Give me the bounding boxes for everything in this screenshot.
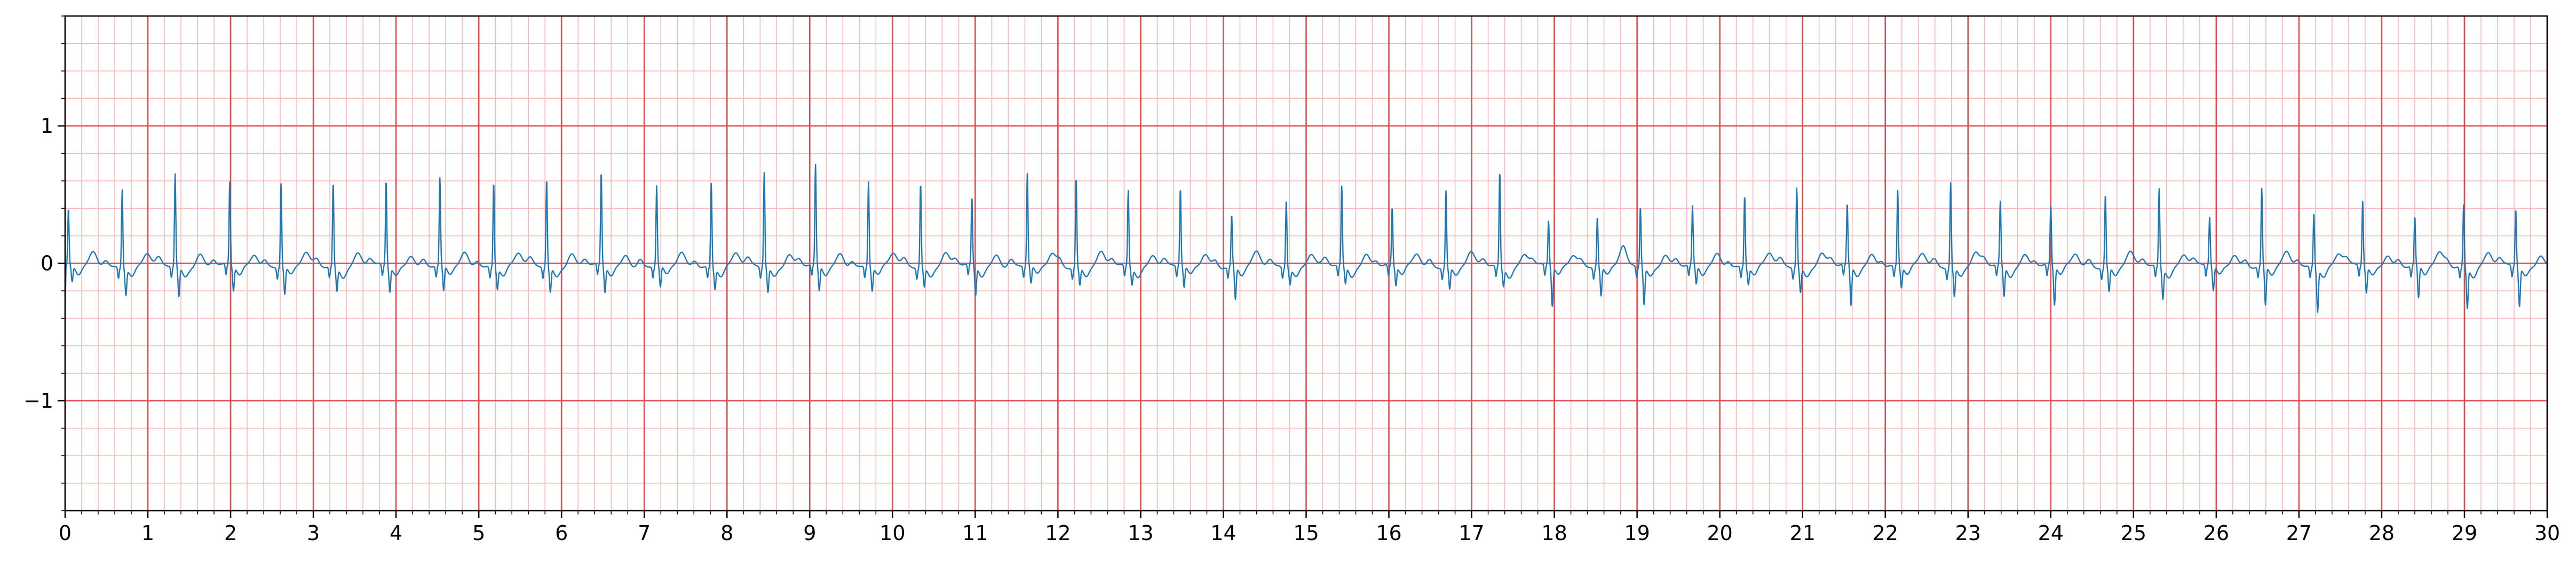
x-tick-label: 20 xyxy=(1707,521,1732,545)
y-tick-label: 1 xyxy=(41,114,53,138)
x-tick-label: 1 xyxy=(141,521,154,545)
y-axis-tick-labels: 1 0 −1 xyxy=(23,114,53,413)
x-tick-label: 19 xyxy=(1624,521,1650,545)
x-tick-label: 28 xyxy=(2369,521,2395,545)
x-tick-label: 9 xyxy=(803,521,816,545)
x-tick-label: 10 xyxy=(879,521,905,545)
x-tick-label: 21 xyxy=(1790,521,1816,545)
x-tick-label: 30 xyxy=(2534,521,2560,545)
x-tick-label: 26 xyxy=(2204,521,2229,545)
x-tick-label: 24 xyxy=(2038,521,2064,545)
x-axis-tick-labels: 0 1 2 3 4 5 6 7 8 9 10 11 12 13 14 15 16 17 18 19 20 21 22 23 24… xyxy=(59,521,2560,545)
x-tick-label: 22 xyxy=(1873,521,1898,545)
x-tick-label: 3 xyxy=(307,521,320,545)
x-tick-label: 29 xyxy=(2452,521,2477,545)
x-tick-label: 18 xyxy=(1541,521,1567,545)
x-tick-label: 4 xyxy=(390,521,402,545)
y-tick-label: 0 xyxy=(41,252,53,275)
x-tick-label: 7 xyxy=(638,521,651,545)
x-tick-label: 12 xyxy=(1045,521,1071,545)
x-tick-label: 6 xyxy=(555,521,568,545)
x-tick-label: 15 xyxy=(1293,521,1319,545)
x-tick-label: 25 xyxy=(2121,521,2146,545)
x-tick-label: 11 xyxy=(962,521,988,545)
x-tick-label: 5 xyxy=(472,521,485,545)
x-tick-label: 13 xyxy=(1128,521,1153,545)
x-tick-label: 0 xyxy=(59,521,72,545)
x-tick-label: 17 xyxy=(1459,521,1484,545)
x-tick-label: 2 xyxy=(224,521,237,545)
x-tick-label: 8 xyxy=(720,521,733,545)
x-tick-label: 14 xyxy=(1210,521,1236,545)
y-tick-label: −1 xyxy=(23,389,53,413)
x-tick-label: 27 xyxy=(2286,521,2312,545)
x-tick-label: 16 xyxy=(1376,521,1401,545)
x-tick-label: 23 xyxy=(1955,521,1981,545)
